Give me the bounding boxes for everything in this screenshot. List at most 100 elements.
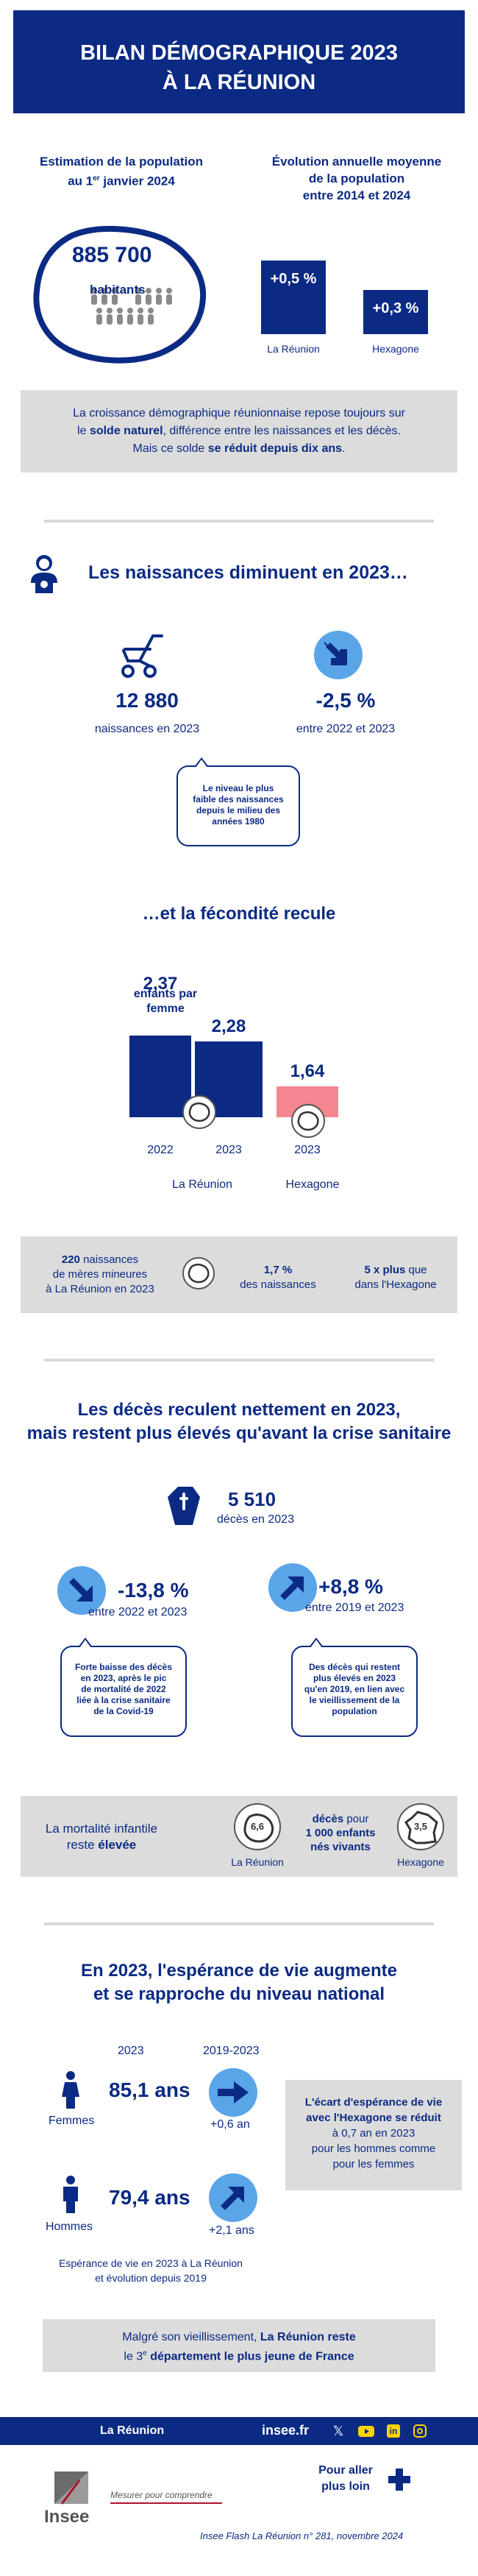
x-icon[interactable]: 𝕏 [332, 2424, 344, 2438]
life-expectancy-title-line1: En 2023, l'espérance de vie augmente [81, 1961, 397, 1981]
life-side-line2: avec l'Hexagone se réduit [306, 2112, 441, 2124]
population-title-line1: Estimation de la population [40, 155, 203, 169]
more-info-link[interactable]: Pour aller plus loin [309, 2463, 382, 2495]
youngest-line2: le 3e département le plus jeune de Franc… [124, 2349, 354, 2363]
evolution-title: Évolution annuelle moyenne de la populat… [246, 153, 467, 204]
women-label: Femmes [49, 2115, 95, 2127]
life-side-line4: pour les hommes comme [311, 2142, 436, 2155]
header-banner: BILAN DÉMOGRAPHIQUE 2023 À LA RÉUNION [13, 10, 465, 113]
births-count: 12 880 [115, 689, 179, 712]
infant-mortality-unit3: nés vivants [310, 1841, 371, 1853]
births-change: -2,5 % [315, 689, 376, 712]
people-icon [91, 288, 172, 325]
deaths-bubble1-line5: de la Covid-19 [93, 1706, 154, 1716]
minors-mult: 5 x plus que [364, 1264, 427, 1276]
fertility-bar-year-3: 2023 [294, 1144, 321, 1156]
evolution-bar-label-2: Hexagone [372, 343, 419, 355]
fertility-bar-1 [129, 1036, 191, 1117]
deaths-bubble2-line3: qu'en 2019, en lien avec [304, 1684, 405, 1694]
fertility-group-hexagone: Hexagone [285, 1178, 340, 1191]
reunion-map-outline [33, 225, 207, 364]
fertility-title: …et la fécondité recule [142, 904, 336, 924]
arrow-up-icon [209, 2068, 257, 2117]
evolution-title-line1: Évolution annuelle moyenne [271, 155, 442, 169]
fertility-unit-line1: enfants par [133, 988, 198, 1000]
linkedin-icon[interactable]: in [387, 2424, 400, 2438]
man-icon [63, 2176, 78, 2213]
life-expectancy-title: En 2023, l'espérance de vie augmente et … [0, 1959, 478, 2006]
deaths-change2: +8,8 % [318, 1575, 383, 1598]
hexagone-badge: 3,5 [397, 1803, 444, 1850]
infant-mortality-hexagone-label: Hexagone [397, 1856, 444, 1868]
births-bubble-line4: années 1980 [212, 816, 265, 827]
infant-mortality-box: La mortalité infantile reste élevée 6,6 … [21, 1796, 457, 1877]
infant-mortality-reunion-label: La Réunion [231, 1856, 284, 1868]
infant-mortality-label2: reste élevée [66, 1838, 137, 1852]
reunion-badge: 6,6 [234, 1803, 281, 1850]
births-title: Les naissances diminuent en 2023… [88, 562, 408, 583]
youngest-box: Malgré son vieillissement, La Réunion re… [43, 2319, 435, 2372]
infant-mortality-hexagone-value: 3,5 [413, 1821, 428, 1832]
men-value: 79,4 ans [109, 2186, 190, 2209]
tagline-underline [110, 2502, 222, 2504]
life-note: Espérance de vie en 2023 à La Réunion et… [29, 2256, 272, 2285]
evolution-bar-1 [261, 261, 326, 334]
divider [44, 1922, 434, 1925]
infant-mortality-unit1: décès pour [312, 1813, 369, 1825]
instagram-icon[interactable] [413, 2424, 427, 2438]
deaths-bubble2-line5: population [332, 1706, 377, 1716]
minors-box: 220 naissances de mères mineures à La Ré… [21, 1236, 457, 1313]
minors-pct: 1,7 % [263, 1264, 293, 1276]
minors-line3: à La Réunion en 2023 [46, 1283, 154, 1295]
arrow-down-icon [314, 631, 363, 679]
deaths-bubble2: Des décès qui restent plus élevés en 202… [291, 1638, 418, 1737]
evolution-title-line2: de la population [308, 171, 405, 185]
minors-text: 220 naissances de mères mineures à La Ré… [26, 1253, 174, 1297]
intro-box: La croissance démographique réunionnaise… [21, 390, 457, 473]
intro-line1: La croissance démographique réunionnaise… [73, 407, 405, 420]
youtube-icon[interactable] [358, 2426, 374, 2437]
footer-site-link[interactable]: insee.fr [262, 2423, 310, 2438]
deaths-change2-label: entre 2019 et 2023 [305, 1602, 404, 1614]
life-col-2023: 2023 [118, 2045, 144, 2057]
insee-logo: Insee [44, 2467, 110, 2533]
population-title: Estimation de la population au 1er janvi… [15, 153, 228, 190]
evolution-title-line3: entre 2014 et 2024 [302, 188, 411, 202]
stroller-icon [121, 634, 163, 678]
fertility-bar-value-1: 2,37 [143, 974, 178, 994]
deaths-bubble1: Forte baisse des décès en 2023, après le… [60, 1638, 187, 1737]
infant-mortality-reunion-value: 6,6 [250, 1821, 265, 1832]
population-unit: habitants [90, 283, 146, 297]
life-note-line1: Espérance de vie en 2023 à La Réunion [59, 2257, 243, 2269]
population-value: 885 700 [72, 243, 152, 267]
life-side-line1: L'écart d'espérance de vie [304, 2096, 443, 2109]
header-title-line2: À LA RÉUNION [162, 71, 316, 94]
deaths-title: Les décès reculent nettement en 2023, ma… [0, 1398, 478, 1446]
life-side-box: L'écart d'espérance de vie avec l'Hexago… [285, 2080, 462, 2190]
deaths-bubble2-line1: Des décès qui restent [308, 1662, 401, 1672]
header-title-line1: BILAN DÉMOGRAPHIQUE 2023 [80, 41, 398, 65]
births-change-label: entre 2022 et 2023 [296, 723, 396, 735]
life-note-line2: et évolution depuis 2019 [95, 2272, 207, 2284]
men-change: +2,1 ans [209, 2224, 254, 2237]
evolution-bar-value-1: +0,5 % [270, 271, 317, 287]
insee-logo-text: Insee [44, 2507, 90, 2527]
more-info-line1: Pour aller [318, 2464, 373, 2477]
minors-line2: de mères mineures [52, 1268, 148, 1281]
deaths-bubble1-line4: liée à la crise sanitaire [76, 1695, 171, 1705]
evolution-bar-value-2: +0,3 % [372, 300, 419, 316]
deaths-bubble1-line2: en 2023, après le pic [80, 1673, 167, 1683]
infant-mortality-label1: La mortalité infantile [45, 1822, 158, 1836]
fertility-bar-value-3: 1,64 [290, 1061, 325, 1081]
infant-mortality-unit: décès pour 1 000 enfants nés vivants [293, 1812, 388, 1854]
footer-region: La Réunion [100, 2424, 165, 2437]
youngest-text: Malgré son vieillissement, La Réunion re… [43, 2329, 435, 2365]
arrow-down-icon [57, 1566, 106, 1615]
hexagone-map-icon [291, 1104, 325, 1138]
divider [44, 520, 434, 523]
deaths-bubble2-line2: plus élevés en 2023 [313, 1673, 396, 1683]
life-side-text: L'écart d'espérance de vie avec l'Hexago… [285, 2095, 462, 2172]
intro-line2: le solde naturel, différence entre les n… [77, 425, 401, 437]
plus-icon[interactable] [387, 2467, 412, 2492]
births-bubble: Le niveau le plus faible des naissances … [176, 757, 300, 846]
